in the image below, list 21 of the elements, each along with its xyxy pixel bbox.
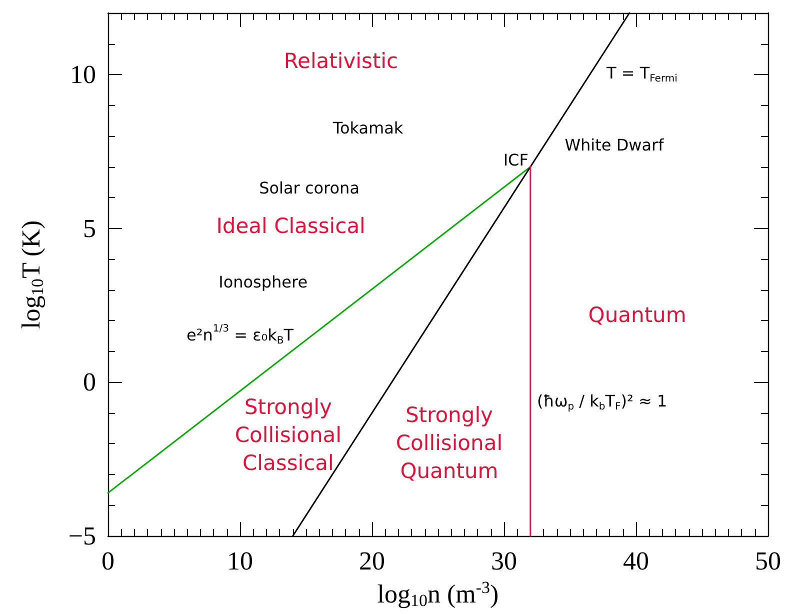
x-tick-label: 0 xyxy=(102,546,114,576)
annotation: Ionosphere xyxy=(218,272,308,292)
annotation: Ideal Classical xyxy=(216,214,366,238)
annotation: White Dwarf xyxy=(564,135,664,154)
x-tick-label: 50 xyxy=(755,546,781,576)
x-tick-label: 40 xyxy=(623,546,649,576)
annotation: Quantum xyxy=(588,302,686,327)
annotation: Strongly Collisional Quantum xyxy=(396,402,503,483)
annotation: Strongly Collisional Classical xyxy=(234,395,342,476)
y-axis-title: log10T (K) xyxy=(16,220,47,329)
annotation: ICF xyxy=(503,150,528,170)
x-tick-label: 10 xyxy=(227,546,253,576)
y-tick-label: −5 xyxy=(68,522,96,550)
annotation: Relativistic xyxy=(284,49,398,74)
y-tick-label: 5 xyxy=(83,214,96,243)
y-tick-label: 0 xyxy=(83,368,96,397)
annotation: Solar corona xyxy=(259,178,360,198)
x-tick-label: 30 xyxy=(491,546,517,576)
y-tick-label: 10 xyxy=(70,60,96,90)
annotation: Tokamak xyxy=(332,118,404,138)
x-tick-label: 20 xyxy=(359,546,385,576)
